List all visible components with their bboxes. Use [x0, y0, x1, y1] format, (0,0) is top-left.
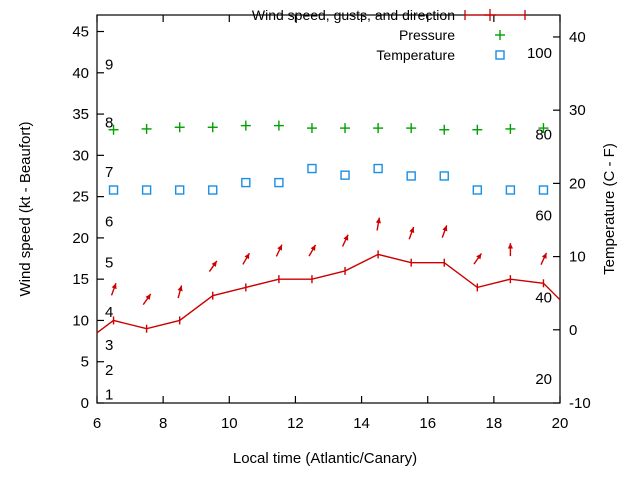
beaufort-label: 9: [105, 57, 113, 74]
right-axis-ticks: [553, 36, 560, 404]
y-tick-label: 35: [72, 106, 89, 123]
x-tick-label: 18: [486, 415, 503, 432]
fahrenheit-label: 20: [535, 371, 552, 388]
gust-arrow-head: [277, 244, 282, 251]
y2-tick-label: -10: [569, 395, 591, 412]
beaufort-label: 3: [105, 337, 113, 354]
legend-label-wind: Wind speed, gusts, and direction: [252, 7, 455, 23]
beaufort-label: 2: [105, 362, 113, 379]
temperature-marker: [141, 185, 152, 195]
x-tick-label: 12: [287, 415, 304, 432]
fahrenheit-label: 40: [535, 290, 552, 307]
legend-glyph-pressure: [495, 30, 505, 40]
legend-glyph-wind: [464, 9, 526, 21]
temperature-marker: [373, 163, 383, 174]
legend-glyph-temperature: [495, 50, 505, 60]
pressure-series: [108, 120, 549, 135]
gust-arrow-head: [211, 260, 217, 267]
legend-label-pressure: Pressure: [399, 27, 455, 43]
x-tick-label: 10: [221, 415, 238, 432]
x-tick-label: 16: [419, 415, 436, 432]
fahrenheit-label: 100: [527, 45, 552, 62]
plot-frame: [96, 14, 561, 404]
y2-tick-label: 0: [569, 322, 577, 339]
x-axis-ticks: [96, 396, 561, 403]
y2-axis-title: Temperature (C - F): [601, 143, 618, 275]
temperature-marker: [505, 185, 516, 195]
temperature-marker: [241, 177, 251, 188]
y2-tick-label: 30: [569, 102, 586, 119]
y-tick-label: 25: [72, 189, 89, 206]
gust-arrow-head: [409, 227, 415, 234]
gust-direction-arrows: [110, 217, 548, 306]
temperature-marker: [340, 170, 350, 180]
gust-arrow-head: [507, 243, 514, 249]
temperature-marker: [472, 185, 483, 195]
beaufort-label: 8: [105, 114, 113, 131]
gust-arrow-head: [145, 293, 151, 300]
temperature-marker: [208, 185, 218, 195]
legend-label-temperature: Temperature: [376, 47, 455, 63]
left-axis-ticks: [97, 30, 104, 404]
x-tick-label: 14: [353, 415, 370, 432]
beaufort-scale-labels: 1 2 3 4 5 6 7 8 9: [105, 57, 113, 404]
gust-arrow-head: [476, 253, 482, 260]
fahrenheit-label: 60: [535, 208, 552, 225]
gust-arrow-head: [244, 253, 250, 260]
x-axis-title: Local time (Atlantic/Canary): [233, 450, 417, 467]
y-tick-label: 30: [72, 147, 89, 164]
temperature-marker: [174, 185, 185, 195]
y-axis-title: Wind speed (kt - Beaufort): [17, 121, 34, 296]
right-axis-tick-labels: -10 0 10 20 30 40: [569, 29, 591, 412]
temperature-marker: [307, 163, 317, 174]
temperature-marker: [439, 171, 449, 181]
beaufort-label: 1: [105, 387, 113, 404]
temperature-marker: [538, 185, 549, 195]
beaufort-label: 6: [105, 213, 113, 230]
beaufort-label: 4: [105, 304, 113, 321]
chart-legend: Wind speed, gusts, and direction Pressur…: [252, 7, 526, 63]
x-axis-tick-labels: 6 8 10 12 14 16 18 20: [93, 415, 569, 432]
top-axis-ticks: [96, 15, 561, 22]
temperature-marker: [108, 185, 119, 195]
wind-speed-series: [96, 250, 561, 334]
gust-arrow-head: [541, 252, 547, 259]
gust-arrow-head: [375, 217, 381, 224]
beaufort-label: 5: [105, 255, 113, 272]
temperature-series: [108, 163, 549, 195]
x-tick-label: 8: [159, 415, 167, 432]
y-tick-label: 45: [72, 24, 89, 41]
y-tick-label: 5: [81, 354, 89, 371]
y-tick-label: 10: [72, 312, 89, 329]
y2-tick-label: 10: [569, 249, 586, 266]
y2-tick-label: 20: [569, 175, 586, 192]
temperature-marker: [274, 177, 284, 188]
gust-arrow-head: [343, 234, 349, 241]
y-tick-label: 15: [72, 271, 89, 288]
gust-arrow-head: [177, 285, 183, 292]
gust-arrow-head: [442, 225, 448, 232]
fahrenheit-label: 80: [535, 126, 552, 143]
y-tick-label: 40: [72, 65, 89, 82]
x-tick-label: 20: [552, 415, 569, 432]
beaufort-label: 7: [105, 164, 113, 181]
left-axis-tick-labels: 0 5 10 15 20 25 30 35 40 45: [72, 24, 89, 412]
y-tick-label: 20: [72, 230, 89, 247]
y-tick-label: 0: [81, 395, 89, 412]
gust-arrow-head: [310, 244, 316, 251]
x-tick-label: 6: [93, 415, 101, 432]
fahrenheit-scale-labels: 20 40 60 80 100: [527, 45, 552, 388]
temperature-marker: [406, 171, 416, 181]
gust-arrow-head: [111, 283, 117, 290]
y2-tick-label: 40: [569, 29, 586, 46]
wind-speed-line: [96, 253, 561, 334]
